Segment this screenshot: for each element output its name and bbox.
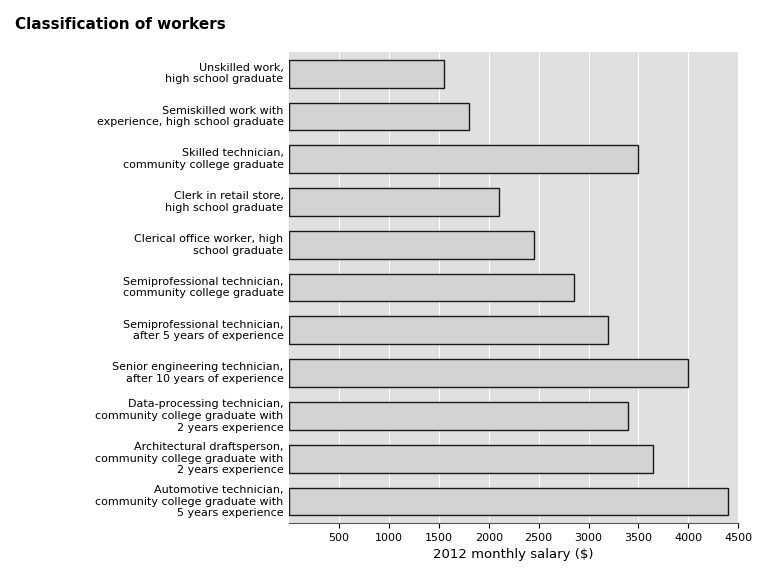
Text: Classification of workers: Classification of workers <box>15 17 226 33</box>
Bar <box>289 188 498 216</box>
X-axis label: 2012 monthly salary ($): 2012 monthly salary ($) <box>434 548 594 561</box>
Bar <box>289 103 469 130</box>
Bar <box>289 274 574 302</box>
Bar <box>289 359 688 387</box>
Bar <box>289 445 654 472</box>
Bar <box>289 231 533 259</box>
Bar <box>289 487 728 515</box>
Bar <box>289 402 629 430</box>
Bar <box>289 60 444 88</box>
Bar <box>289 317 609 345</box>
Bar <box>289 145 638 173</box>
